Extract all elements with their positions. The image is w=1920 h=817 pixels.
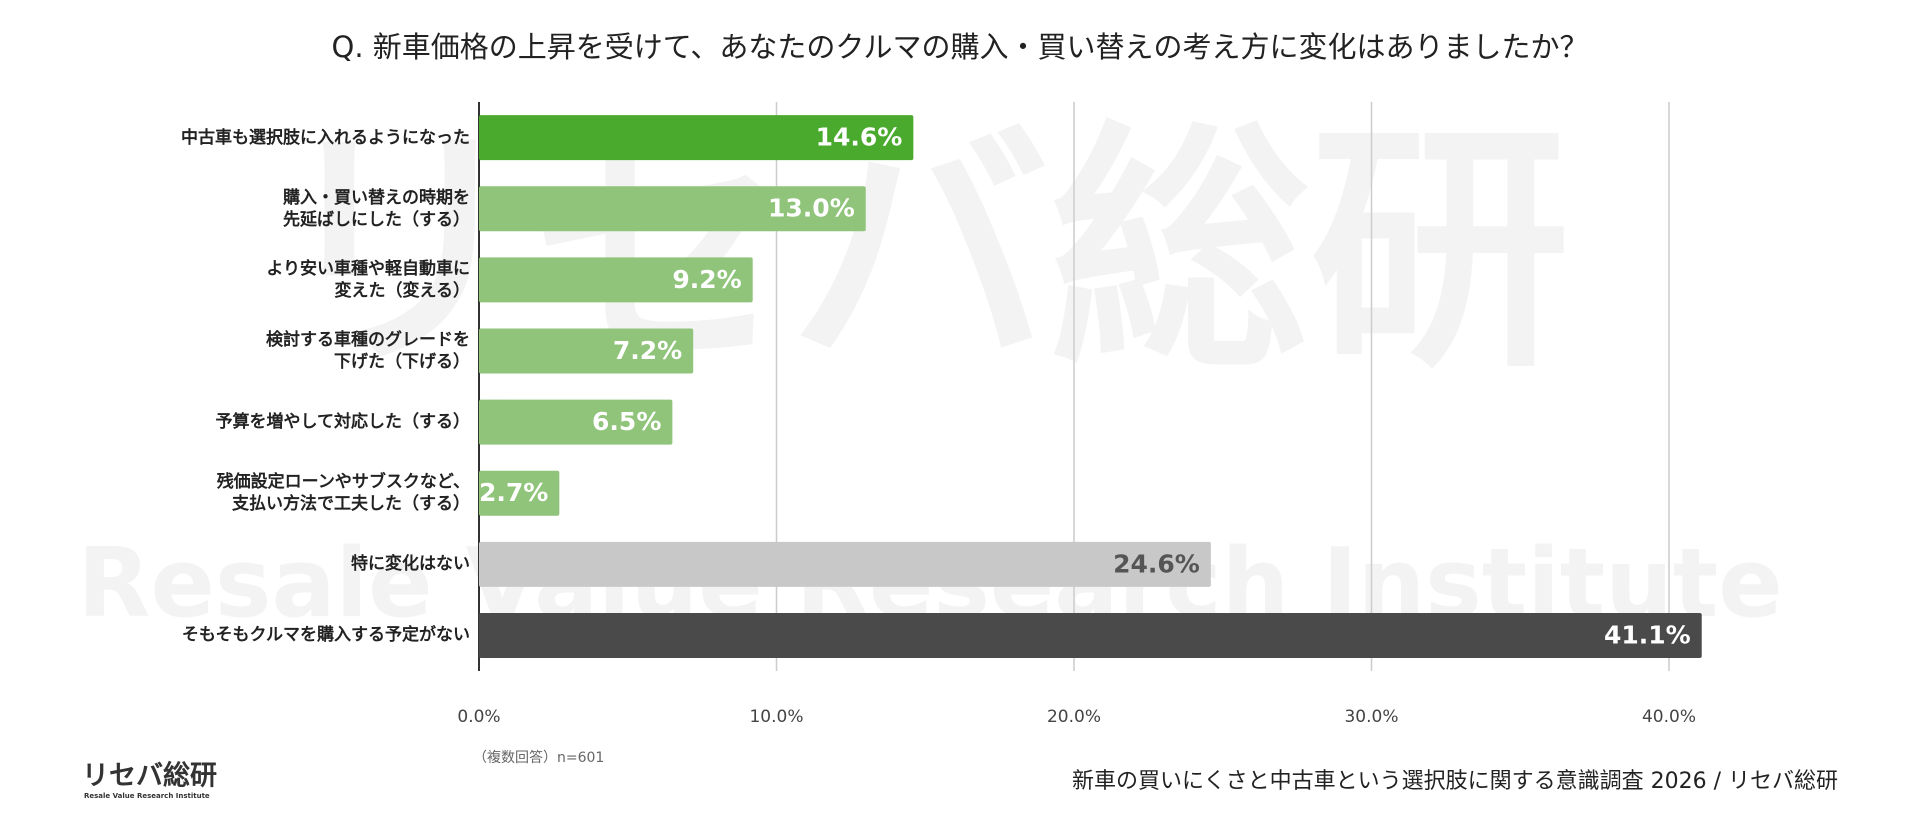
bar bbox=[479, 186, 866, 232]
category-label: 特に変化はない bbox=[351, 554, 470, 575]
logo: リセバ総研 bbox=[82, 760, 217, 792]
bar bbox=[479, 612, 1702, 658]
value-label: 7.2% bbox=[613, 336, 682, 365]
value-label: 24.6% bbox=[1113, 549, 1200, 578]
value-label: 13.0% bbox=[768, 194, 855, 223]
bar bbox=[479, 470, 560, 516]
bar bbox=[479, 399, 673, 445]
value-label: 14.6% bbox=[816, 123, 903, 152]
category-label: 中古車も選択肢に入れるようになった bbox=[181, 127, 470, 148]
value-label: 6.5% bbox=[592, 407, 661, 436]
bar bbox=[479, 328, 694, 374]
x-tick-label: 40.0% bbox=[1642, 707, 1696, 727]
x-tick-label: 0.0% bbox=[457, 707, 500, 727]
bar bbox=[479, 541, 1211, 587]
category-label: 購入・買い替えの時期を 先延ばしにした（する） bbox=[283, 187, 470, 230]
category-label: 検討する車種のグレードを 下げた（下げる） bbox=[266, 329, 470, 372]
value-label: 41.1% bbox=[1604, 620, 1691, 649]
chart-title: Q. 新車価格の上昇を受けて、あなたのクルマの購入・買い替えの考え方に変化はあり… bbox=[332, 30, 1589, 64]
x-tick-label: 10.0% bbox=[749, 707, 803, 727]
value-label: 2.7% bbox=[479, 478, 548, 507]
category-label: 予算を増やして対応した（する） bbox=[215, 412, 471, 433]
logo-subtitle: Resale Value Research Institute bbox=[84, 792, 210, 800]
source: 新車の買いにくさと中古車という選択肢に関する意識調査 2026 / リセバ総研 bbox=[1072, 769, 1838, 794]
x-tick-label: 20.0% bbox=[1047, 707, 1101, 727]
value-label: 9.2% bbox=[672, 265, 741, 294]
bar bbox=[479, 115, 914, 161]
category-label: 残価設定ローンやサブスクなど、 支払い方法で工夫した（する） bbox=[216, 472, 470, 515]
category-label: より安い車種や軽自動車に 変えた（変える） bbox=[266, 258, 470, 301]
x-tick-label: 30.0% bbox=[1344, 707, 1398, 727]
category-label: そもそもクルマを購入する予定がない bbox=[181, 625, 470, 646]
footnote: （複数回答）n=601 bbox=[473, 749, 604, 766]
bar bbox=[479, 257, 753, 303]
